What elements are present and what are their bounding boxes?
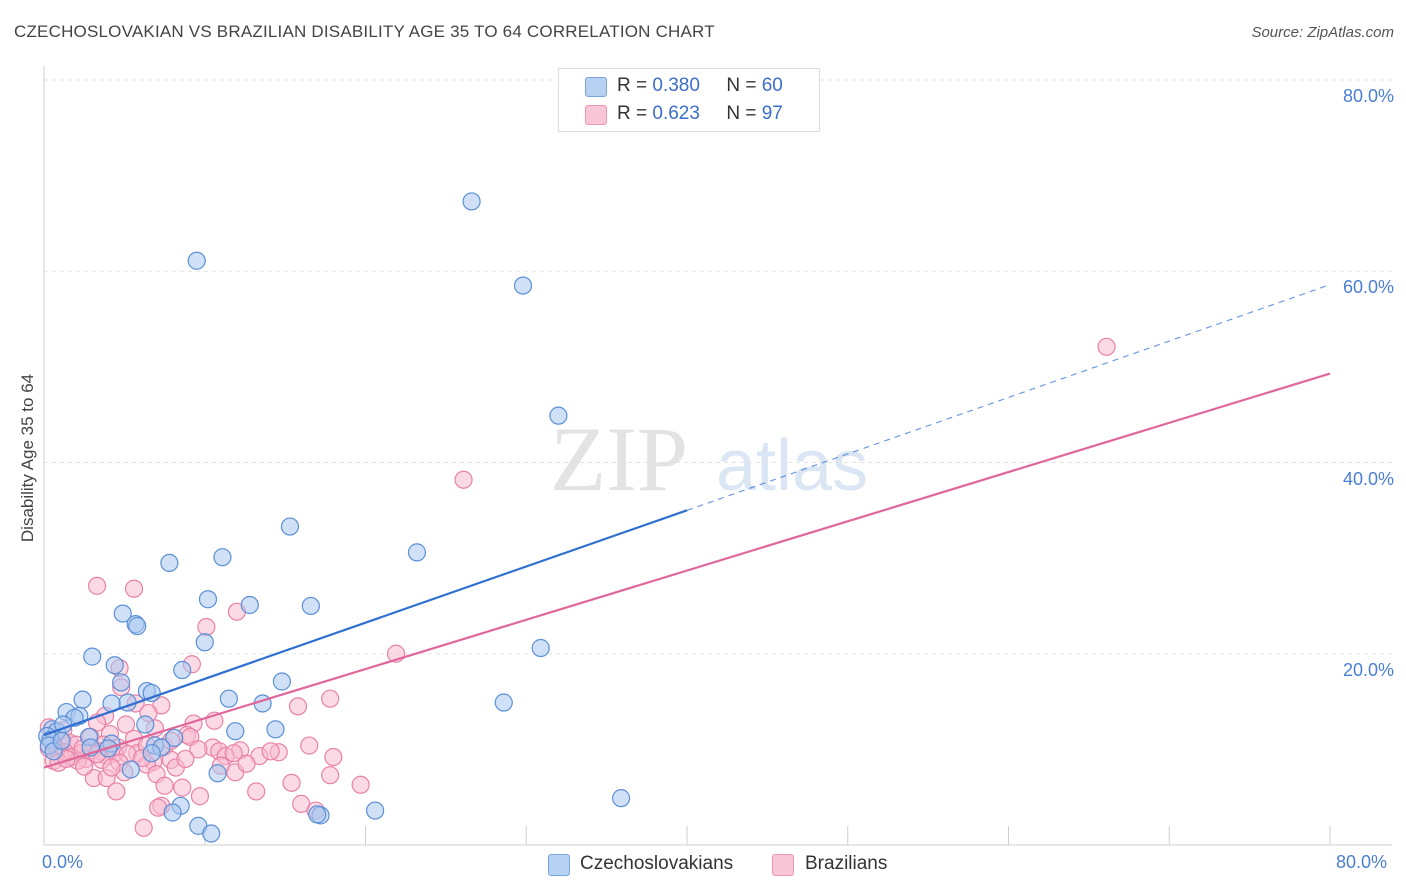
legend-brazil-r-value: 0.623 [652, 103, 700, 124]
czech-trend-line [43, 509, 688, 737]
czech-point [462, 192, 481, 211]
czech-point [213, 548, 232, 567]
y-tick-label: 80.0% [1342, 86, 1394, 106]
brazil-point [288, 697, 308, 716]
brazil-point [282, 773, 301, 792]
source-label: Source: ZipAtlas.com [1251, 24, 1394, 41]
czech-point [202, 824, 221, 843]
legend-czech-r-value: 0.380 [652, 75, 700, 96]
x-tick-min: 0.0% [42, 852, 84, 872]
y-tick-label: 20.0% [1342, 659, 1394, 680]
brazil-point [454, 470, 473, 489]
series-legend: Czechoslovakians Brazilians [0, 852, 1406, 876]
brazil-point [107, 782, 126, 801]
brazil-point [189, 740, 208, 759]
brazil-point [197, 617, 216, 637]
brazil-point [155, 776, 174, 795]
watermark-atlas: atlas [716, 426, 868, 506]
watermark-zip: ZIP [550, 408, 688, 510]
legend-czech-n-label: N = [726, 75, 757, 96]
x-tick-max: 80.0% [1336, 852, 1388, 872]
czech-point [308, 805, 327, 824]
czech-point [219, 689, 238, 708]
brazil-point [116, 715, 136, 734]
czech-point [531, 638, 550, 658]
legend-brazil-n-value: 97 [761, 103, 783, 124]
czech-point [105, 656, 124, 675]
czech-point [142, 744, 161, 763]
czech-point [195, 633, 214, 652]
brazil-point [102, 758, 121, 777]
brazil-point [75, 757, 94, 776]
czech-trend-extension [686, 284, 1331, 511]
brazil-point [176, 749, 195, 769]
series-legend-brazil-swatch [772, 854, 794, 876]
czech-point [266, 720, 285, 739]
czech-point [407, 543, 427, 562]
points-layer [38, 192, 1116, 843]
czech-point [121, 760, 140, 779]
y-tick-label: 60.0% [1342, 277, 1394, 298]
czech-point [187, 251, 206, 270]
legend-brazil-swatch [585, 105, 607, 125]
czech-point [198, 590, 218, 609]
chart-title: CZECHOSLOVAKIAN VS BRAZILIAN DISABILITY … [14, 22, 715, 41]
legend-czech-n-value: 60 [761, 75, 783, 96]
brazil-point [261, 742, 280, 761]
brazil-point [190, 787, 210, 806]
czech-point [165, 728, 184, 748]
legend-czech-r-label: R = [617, 75, 648, 96]
czech-point [173, 660, 192, 680]
czech-point [208, 764, 227, 783]
brazil-trend-line [43, 372, 1331, 769]
grid-layer [44, 79, 1392, 655]
czech-point [226, 722, 245, 741]
czech-point [128, 616, 147, 636]
brazil-point [237, 754, 256, 773]
legend-brazil-n-label: N = [726, 103, 757, 124]
czech-point [272, 672, 292, 691]
brazil-point [87, 576, 107, 595]
brazil-point [324, 747, 343, 767]
czech-point [142, 683, 161, 703]
brazil-point [300, 736, 319, 755]
series-legend-czech-label: Czechoslovakians [580, 853, 734, 874]
trend-layer [43, 284, 1331, 769]
czech-point [513, 276, 533, 295]
brazil-point [321, 766, 340, 785]
brazil-point [134, 818, 153, 837]
czech-point [113, 604, 132, 623]
brazil-point [124, 579, 144, 598]
legend-brazil-row: R = 0.623 N = 97 [617, 103, 783, 125]
czech-point [494, 693, 513, 712]
czech-point [611, 789, 631, 808]
czech-point [549, 406, 568, 425]
watermark: ZIP atlas [550, 408, 868, 510]
legend-brazil-r-label: R = [617, 103, 648, 124]
czech-point [163, 803, 182, 822]
czech-point [280, 517, 300, 536]
brazil-point [224, 744, 243, 763]
series-legend-czech-swatch [548, 854, 570, 876]
czech-point [112, 673, 131, 692]
legend-czech-swatch [585, 77, 607, 97]
brazil-point [321, 689, 340, 708]
czech-point [366, 801, 385, 820]
czech-point [52, 731, 71, 750]
czech-point [136, 715, 155, 734]
brazil-point [247, 782, 266, 801]
czech-point [240, 595, 259, 615]
czech-point [160, 553, 179, 573]
brazil-point [1097, 337, 1116, 356]
legend-czech-row: R = 0.380 N = 60 [617, 75, 783, 97]
czech-point [73, 690, 92, 709]
czech-point [83, 647, 102, 666]
brazil-point [173, 778, 192, 797]
y-tick-label: 40.0% [1342, 468, 1394, 489]
brazil-point [351, 775, 370, 794]
correlation-legend: R = 0.380 N = 60 R = 0.623 N = 97 [558, 68, 820, 132]
czech-point [301, 596, 320, 616]
series-legend-brazil-label: Brazilians [805, 853, 888, 874]
